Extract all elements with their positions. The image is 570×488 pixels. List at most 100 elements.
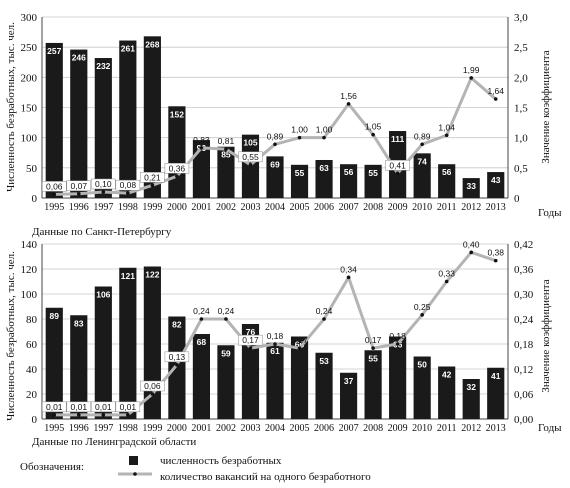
ratio-point [76,191,81,196]
x-tick-label: 2002 [216,202,236,213]
bar-value-label: 74 [417,156,427,166]
ratio-value-label: 1,00 [291,125,308,135]
ratio-label-box [140,380,165,392]
ratio-point [101,413,106,417]
chart-panel-spb: Данные по Санкт-Петербургу Годы Численно… [5,12,562,238]
bar [462,178,480,198]
bar-value-label: 246 [72,53,86,63]
y2-tick-label: 0,42 [514,239,533,251]
ratio-point [150,183,155,188]
ratio-value-label: 0,06 [46,181,63,191]
bar-value-label: 56 [442,167,452,177]
ratio-point [322,317,326,321]
bar [413,153,431,198]
ratio-value-label: 0,08 [120,180,137,190]
y-tick-label: 120 [21,264,38,276]
bar [45,307,63,419]
bar [143,266,161,419]
x-tick-label: 2006 [314,202,334,213]
bar [438,164,456,198]
x-tick-label: 1996 [69,423,89,434]
bar [94,286,112,419]
y-tick-label: 0 [32,414,38,426]
ratio-point [224,147,228,151]
y2-axis-title: Значение коэффициента [540,279,552,392]
y2-tick-label: 3,0 [514,12,528,24]
bar [217,146,235,198]
x-tick-label: 2000 [167,423,187,434]
ratio-value-label: 0,41 [389,160,406,170]
x-tick-label: 1998 [118,202,138,213]
x-tick-label: 1995 [44,202,64,213]
x-tick-label: 1999 [142,423,162,434]
y2-tick-label: 0,5 [514,163,528,175]
ratio-point [493,97,498,101]
bar [364,164,382,198]
bar [266,156,284,198]
panel-caption: Данные по Ленинградской области [32,436,196,448]
bar [487,367,505,419]
ratio-point [76,413,81,417]
ratio-label-box [164,163,190,174]
bar [364,350,382,419]
bar-value-label: 32 [466,382,476,392]
legend-line-marker [133,472,137,476]
bar-value-label: 85 [221,150,231,160]
ratio-point [273,342,277,346]
chart-panel-lenobl: Данные по Ленинградской области Годы Чис… [5,239,562,448]
ratio-value-label: 0,17 [242,335,259,345]
ratio-point [420,313,424,317]
x-tick-label: 2000 [167,202,187,213]
ratio-point [444,279,449,284]
bar-value-label: 105 [243,138,257,148]
y2-axis-title: Значение коэффициента [540,50,552,163]
ratio-point [346,275,351,280]
x-tick-label: 2001 [191,202,211,213]
y2-tick-label: 0,30 [514,289,534,301]
y2-tick-label: 2,0 [514,72,528,84]
ratio-value-label: 0,24 [193,306,210,316]
ratio-label-box [66,401,92,413]
ratio-value-label: 0,83 [193,135,210,145]
bar-value-label: 56 [344,167,354,177]
ratio-label-box [238,151,263,163]
x-tick-label: 2006 [314,423,334,434]
bar [438,366,456,419]
x-tick-label: 2010 [412,423,432,434]
bar-value-label: 37 [344,376,354,386]
y-tick-label: 100 [21,133,38,145]
ratio-value-label: 0,81 [218,136,235,146]
y2-tick-label: 1,5 [514,103,528,115]
bar [94,58,112,198]
y2-tick-label: 0,00 [514,414,534,426]
ratio-point [126,413,130,417]
y-tick-label: 40 [26,364,38,376]
panel-caption: Данные по Санкт-Петербургу [32,226,172,238]
ratio-point [199,317,204,321]
y-tick-label: 200 [21,72,38,84]
ratio-value-label: 0,01 [46,402,63,412]
y2-tick-label: 0,18 [514,339,534,351]
x-tick-label: 2009 [388,202,408,213]
bar-value-label: 61 [270,346,280,356]
x-tick-label: 2007 [339,202,359,213]
ratio-label-box [66,180,92,192]
bar [143,36,161,198]
ratio-value-label: 1,00 [316,125,333,135]
ratio-point [224,317,228,321]
x-tick-label: 2003 [240,423,260,434]
ratio-value-label: 0,55 [242,152,259,162]
bar-value-label: 106 [96,290,110,300]
ratio-point [126,191,130,195]
bar [389,336,407,419]
x-tick-label: 2012 [461,202,481,213]
ratio-point [420,142,424,147]
x-tick-label: 1995 [44,423,64,434]
y2-tick-label: 2,5 [514,42,528,54]
bar [339,164,358,198]
bar-value-label: 257 [47,46,61,56]
bar [168,106,186,198]
bar-value-label: 89 [50,311,60,321]
ratio-point [469,250,474,255]
